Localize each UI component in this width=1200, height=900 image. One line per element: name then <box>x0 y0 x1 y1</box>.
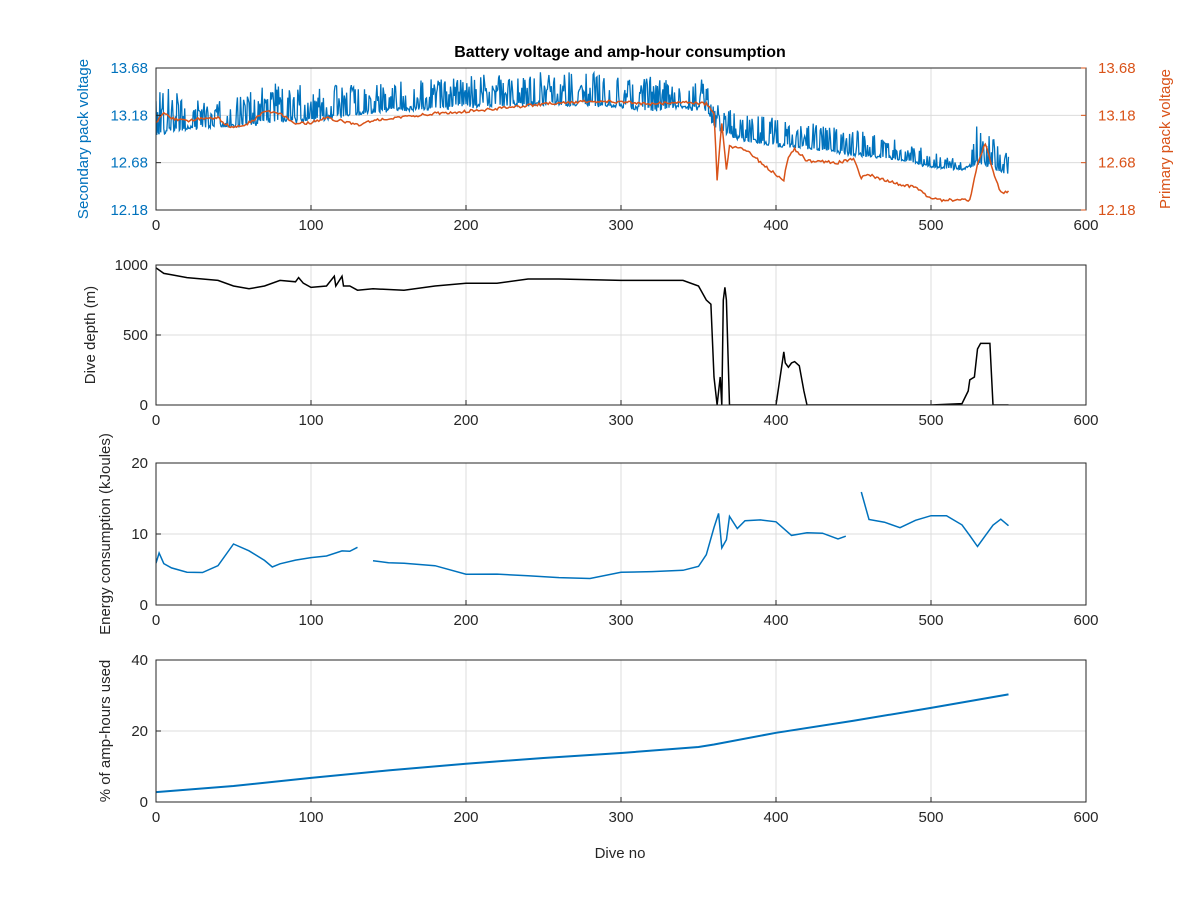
amphours-y-label: % of amp-hours used <box>97 660 114 803</box>
subplot-voltage: 0 100 200 300 400 500 60012.1812.6813.1813.681… <box>75 59 1174 234</box>
energy-x-tick-label: 200 <box>453 612 478 629</box>
voltage-y-right-tick-label: 13.68 <box>1098 60 1136 77</box>
energy-x-tick-label: 500 <box>918 612 943 629</box>
depth-x-tick-label: 500 <box>918 412 943 429</box>
voltage-x-tick-label: 0 <box>152 217 160 234</box>
energy-y-label: Energy consumption (kJoules) <box>97 433 114 635</box>
voltage-x-tick-label: 100 <box>298 217 323 234</box>
depth-y-tick-label: 0 <box>140 397 148 414</box>
energy-x-tick-label: 400 <box>763 612 788 629</box>
energy-x-tick-label: 0 <box>152 612 160 629</box>
depth-x-tick-label: 400 <box>763 412 788 429</box>
voltage-y-tick-label: 13.68 <box>110 60 148 77</box>
energy-line <box>156 491 1009 580</box>
voltage-y-right-tick-label: 12.18 <box>1098 202 1136 219</box>
voltage-y-right-label: Primary pack voltage <box>1157 69 1174 209</box>
amphours-x-tick-label: 500 <box>918 809 943 826</box>
energy-y-tick-label: 0 <box>140 597 148 614</box>
depth-x-tick-label: 300 <box>608 412 633 429</box>
voltage-y-right-tick-label: 13.18 <box>1098 107 1136 124</box>
depth-x-tick-label: 600 <box>1073 412 1098 429</box>
voltage-y-tick-label: 12.18 <box>110 202 148 219</box>
subplot-energy: 0 100 200 300 400 500 600 0 10 20 Energy consumpti… <box>97 433 1099 635</box>
energy-x-tick-label: 600 <box>1073 612 1098 629</box>
amphours-y-tick-label: 20 <box>131 723 148 740</box>
depth-x-tick-label: 200 <box>453 412 478 429</box>
amphours-y-tick-label: 0 <box>140 794 148 811</box>
amphours-x-tick-label: 100 <box>298 809 323 826</box>
amphours-y-tick-label: 40 <box>131 652 148 669</box>
subplot-depth: 0 100 200 300 400 500 600 0 500 1000 Dive depth (m… <box>82 257 1099 429</box>
energy-y-tick-label: 10 <box>131 526 148 543</box>
subplot-amphours: 0 100 200 300 400 500 600 0 20 40 % of amp-hours u… <box>97 652 1099 826</box>
primary-voltage-line <box>156 99 1010 203</box>
voltage-x-tick-label: 200 <box>453 217 478 234</box>
depth-x-tick-label: 0 <box>152 412 160 429</box>
amphours-x-tick-label: 300 <box>608 809 633 826</box>
subplots: 0 100 200 300 400 500 60012.1812.6813.1813.681… <box>75 59 1174 826</box>
voltage-y-label: Secondary pack voltage <box>75 59 92 219</box>
energy-x-tick-label: 300 <box>608 612 633 629</box>
x-axis-label: Dive no <box>595 845 646 862</box>
energy-x-tick-label: 100 <box>298 612 323 629</box>
amphours-x-tick-label: 200 <box>453 809 478 826</box>
amphours-line <box>156 693 1009 794</box>
voltage-y-tick-label: 13.18 <box>110 107 148 124</box>
secondary-voltage-line <box>156 70 1010 174</box>
energy-y-tick-label: 20 <box>131 455 148 472</box>
amphours-x-tick-label: 600 <box>1073 809 1098 826</box>
chart-title: Battery voltage and amp-hour consumption <box>454 44 786 61</box>
voltage-x-tick-label: 600 <box>1073 217 1098 234</box>
amphours-x-tick-label: 0 <box>152 809 160 826</box>
depth-y-tick-label: 1000 <box>115 257 148 274</box>
amphours-x-tick-label: 400 <box>763 809 788 826</box>
voltage-x-tick-label: 300 <box>608 217 633 234</box>
depth-y-tick-label: 500 <box>123 327 148 344</box>
voltage-x-tick-label: 500 <box>918 217 943 234</box>
depth-x-tick-label: 100 <box>298 412 323 429</box>
voltage-x-tick-label: 400 <box>763 217 788 234</box>
voltage-y-tick-label: 12.68 <box>110 155 148 172</box>
voltage-y-right-tick-label: 12.68 <box>1098 155 1136 172</box>
depth-y-label: Dive depth (m) <box>82 286 99 384</box>
